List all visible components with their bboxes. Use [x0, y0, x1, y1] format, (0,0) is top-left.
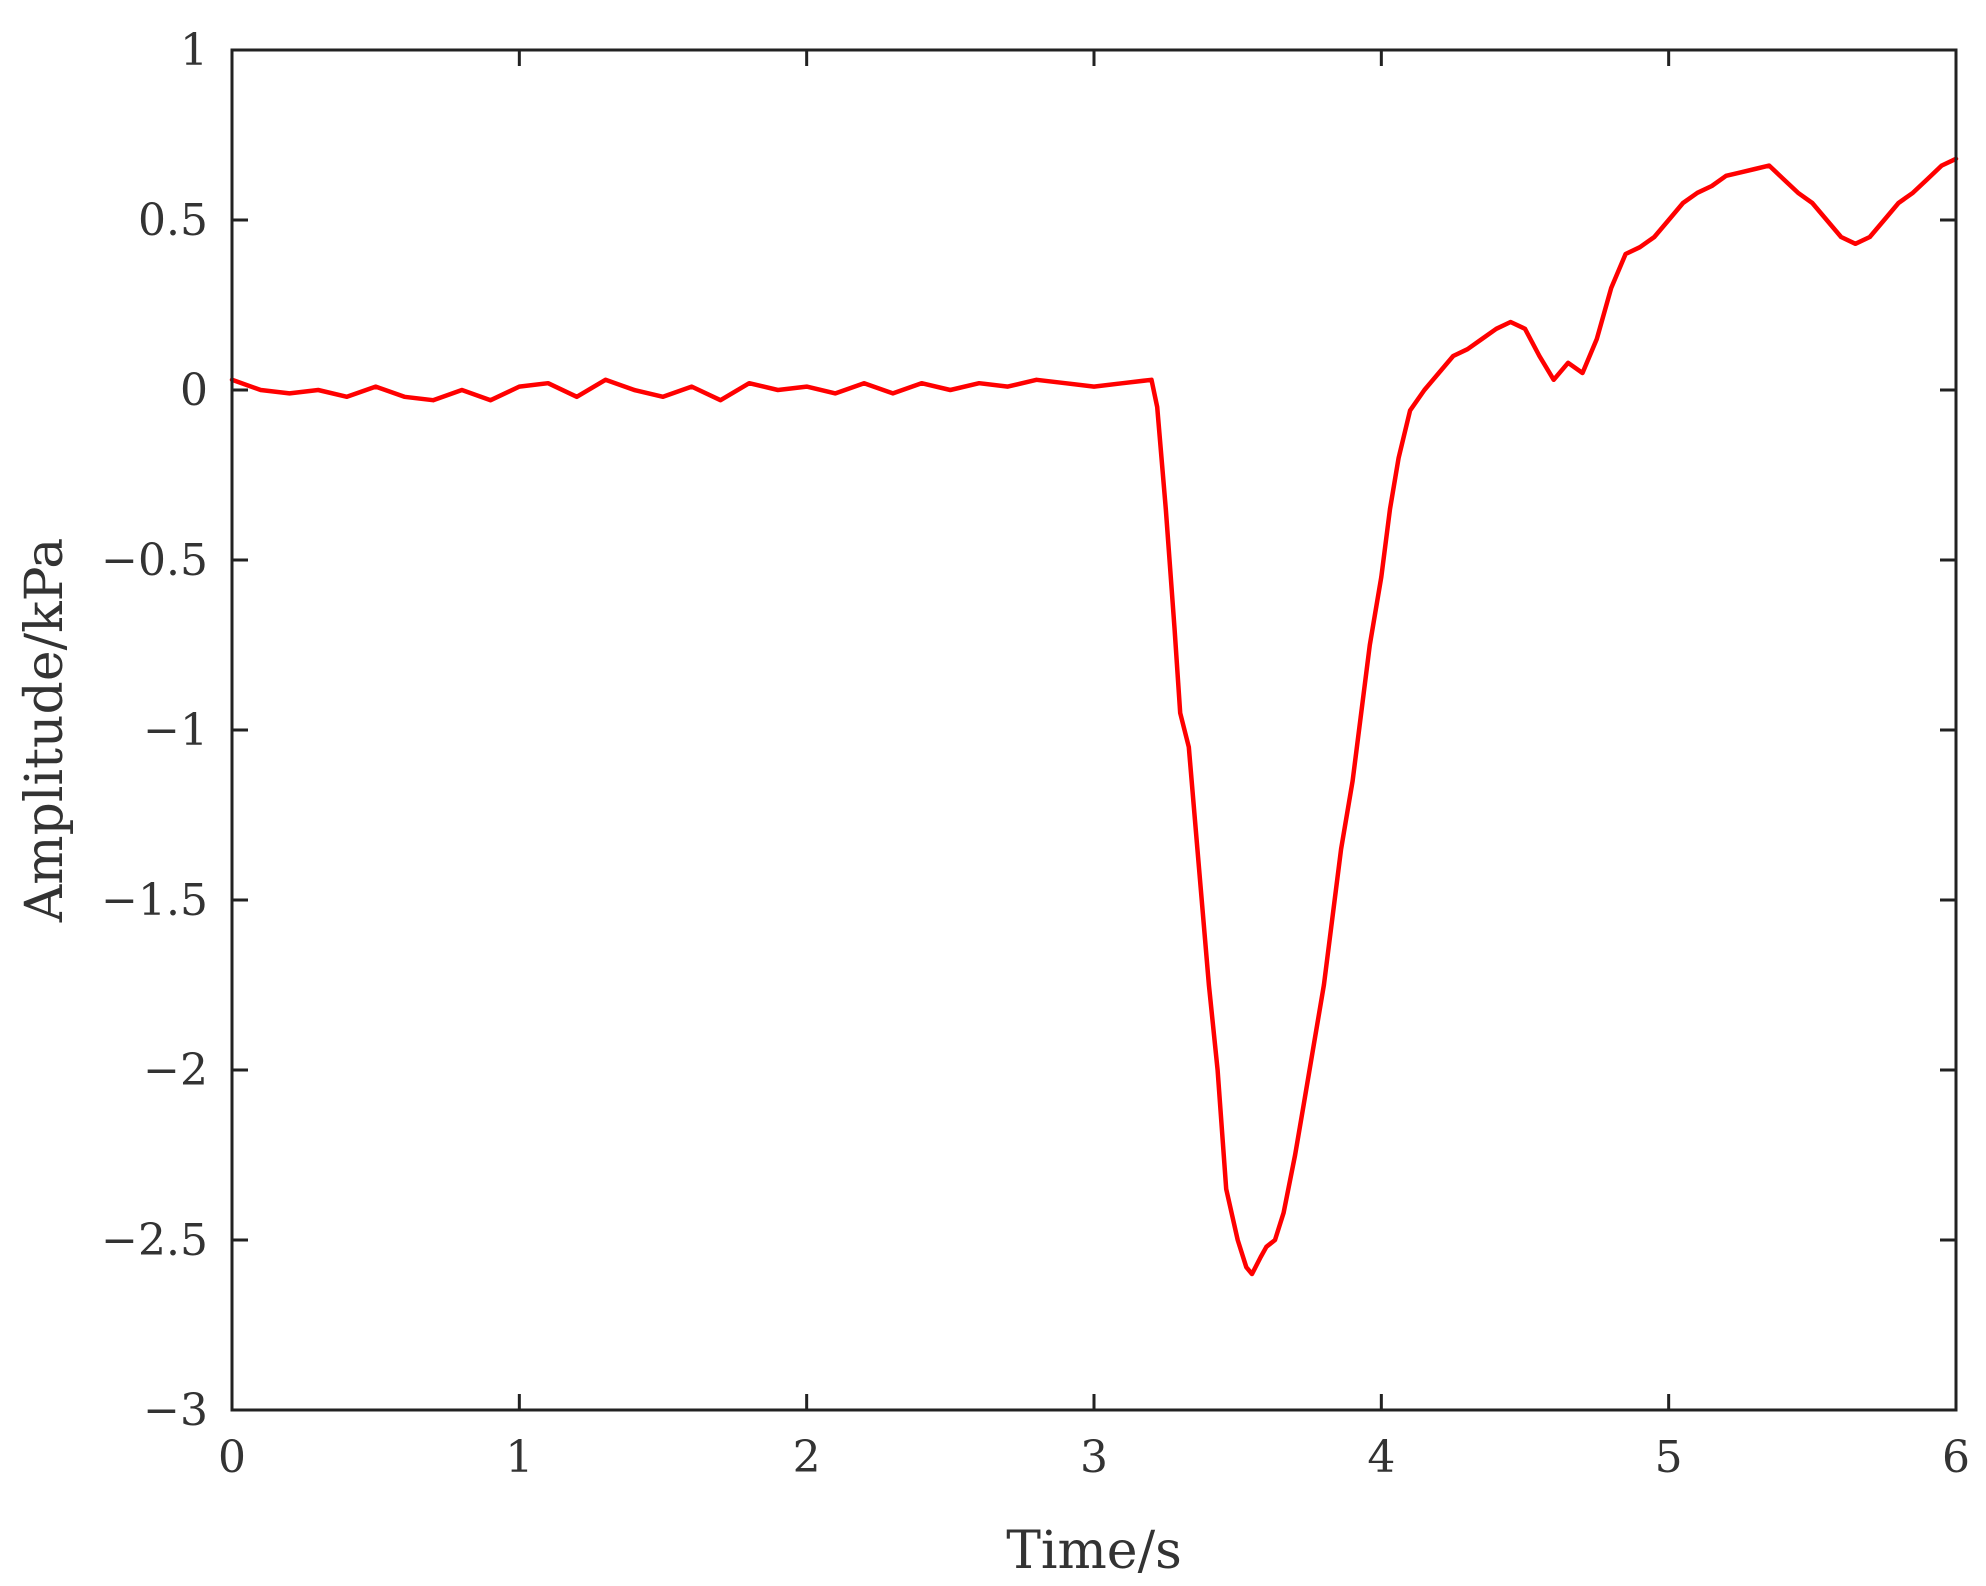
x-tick-label: 5: [1655, 1432, 1683, 1483]
plot-area: [232, 50, 1956, 1410]
x-tick-label: 1: [505, 1432, 533, 1483]
y-axis: 1 0.5 0 −0.5 −1 −1.5 −2 −2.5 −3: [101, 25, 1956, 1436]
y-tick-label: 0: [180, 365, 208, 416]
y-tick-label: 1: [180, 25, 208, 76]
x-tick-label: 2: [793, 1432, 821, 1483]
x-tick-label: 4: [1367, 1432, 1395, 1483]
series-layer: [229, 156, 1959, 1277]
y-tick-label: −1: [143, 705, 208, 756]
y-tick-label: −1.5: [101, 875, 208, 926]
y-axis-label: Amplitude/kPa: [15, 538, 75, 924]
x-tick-label: 0: [218, 1432, 246, 1483]
series-line: [229, 156, 1959, 1277]
y-tick-label: −2: [143, 1045, 208, 1096]
y-tick-label: −3: [143, 1385, 208, 1436]
x-tick-label: 6: [1942, 1432, 1970, 1483]
x-tick-label: 3: [1080, 1432, 1108, 1483]
x-axis-label: Time/s: [1006, 1521, 1182, 1581]
y-tick-label: −0.5: [101, 535, 208, 586]
y-tick-label: 0.5: [138, 195, 208, 246]
x-axis: 0 1 2 3 4 5 6: [218, 50, 1970, 1483]
y-tick-label: −2.5: [101, 1215, 208, 1266]
